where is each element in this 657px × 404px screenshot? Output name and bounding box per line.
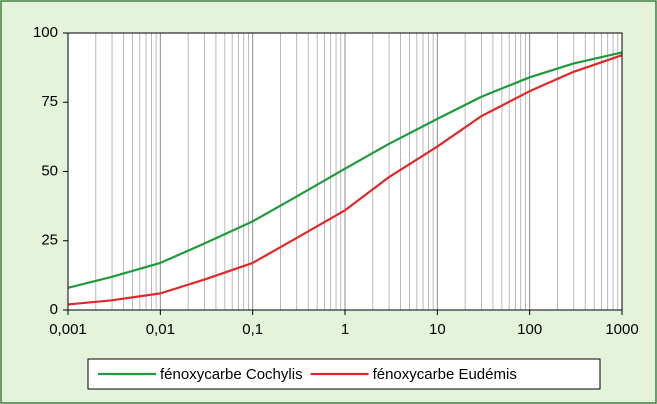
legend-label: fénoxycarbe Eudémis <box>373 366 517 383</box>
data-line <box>67 51 623 289</box>
x-tick-label: 1 <box>341 321 349 338</box>
lines <box>67 51 623 306</box>
y-tick-label: 25 <box>41 232 58 249</box>
x-tick-label: 0,001 <box>49 321 87 338</box>
x-tick-label: 10 <box>429 321 446 338</box>
x-tick-label: 0,1 <box>242 321 263 338</box>
data-line <box>67 54 623 306</box>
x-tick-label: 0,01 <box>146 321 175 338</box>
y-tick-label: 75 <box>41 93 58 110</box>
legend: fénoxycarbe Cochylis fénoxycarbe Eudémis <box>87 358 601 390</box>
y-tick-label: 0 <box>50 301 58 318</box>
x-tick-label: 1000 <box>605 321 638 338</box>
legend-label: fénoxycarbe Cochylis <box>160 366 303 383</box>
x-tick-label: 100 <box>517 321 542 338</box>
grid <box>67 33 623 310</box>
y-tick-label: 50 <box>41 162 58 179</box>
y-tick-label: 100 <box>33 24 58 41</box>
